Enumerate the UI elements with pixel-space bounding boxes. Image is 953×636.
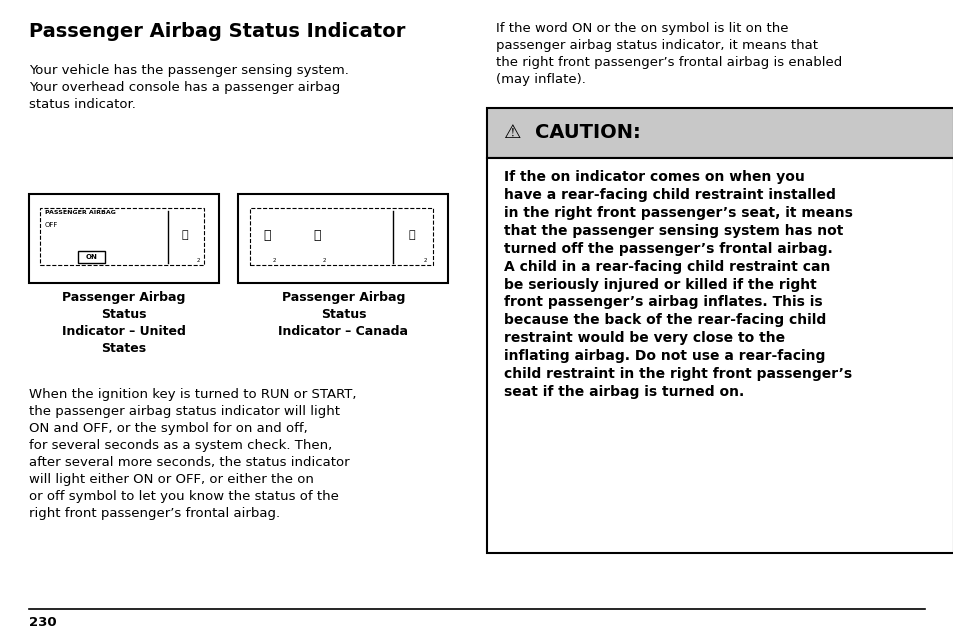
Text: ⛹: ⛹ <box>313 229 320 242</box>
Text: ⛹: ⛹ <box>409 230 415 240</box>
FancyBboxPatch shape <box>238 194 448 283</box>
Text: 2: 2 <box>196 258 200 263</box>
FancyBboxPatch shape <box>486 158 953 553</box>
FancyBboxPatch shape <box>40 208 204 265</box>
Text: Passenger Airbag
Status
Indicator – Canada: Passenger Airbag Status Indicator – Cana… <box>278 291 408 338</box>
Text: 2: 2 <box>423 258 427 263</box>
FancyBboxPatch shape <box>78 251 105 263</box>
FancyBboxPatch shape <box>486 108 953 158</box>
Text: Passenger Airbag Status Indicator: Passenger Airbag Status Indicator <box>29 22 405 41</box>
Text: OFF: OFF <box>45 222 58 228</box>
FancyBboxPatch shape <box>29 194 219 283</box>
Text: ⚠  CAUTION:: ⚠ CAUTION: <box>503 123 639 142</box>
Text: ⛹: ⛹ <box>182 230 188 240</box>
Text: 2: 2 <box>322 258 326 263</box>
Text: ⛹: ⛹ <box>263 229 271 242</box>
Text: PASSENGER AIRBAG: PASSENGER AIRBAG <box>45 210 115 215</box>
FancyBboxPatch shape <box>250 208 433 265</box>
Text: Your vehicle has the passenger sensing system.
Your overhead console has a passe: Your vehicle has the passenger sensing s… <box>29 64 348 111</box>
Text: If the on indicator comes on when you
have a rear-facing child restraint install: If the on indicator comes on when you ha… <box>503 170 852 399</box>
Text: 230: 230 <box>29 616 56 628</box>
Text: 2: 2 <box>273 258 276 263</box>
Text: Passenger Airbag
Status
Indicator – United
States: Passenger Airbag Status Indicator – Unit… <box>62 291 186 355</box>
Text: When the ignition key is turned to RUN or START,
the passenger airbag status ind: When the ignition key is turned to RUN o… <box>29 388 355 520</box>
Text: If the word ON or the on symbol is lit on the
passenger airbag status indicator,: If the word ON or the on symbol is lit o… <box>496 22 841 86</box>
Text: ON: ON <box>86 254 97 260</box>
